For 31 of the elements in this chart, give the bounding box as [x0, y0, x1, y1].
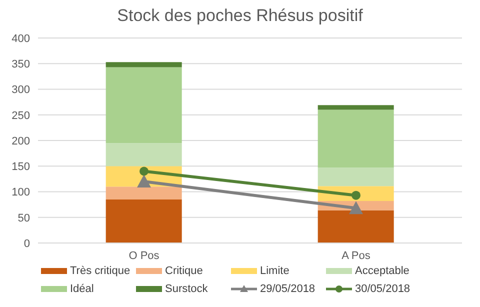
bar: [318, 105, 394, 110]
bar: [106, 143, 182, 166]
x-tick-label: O Pos: [128, 250, 160, 262]
y-tick-label: 300: [12, 84, 30, 96]
y-tick-label: 200: [12, 135, 30, 148]
bar: [318, 168, 394, 186]
y-tick-label: 0: [24, 238, 30, 250]
y-tick-label: 350: [12, 58, 30, 71]
chart-title: Stock des poches Rhésus positif: [116, 5, 364, 27]
bar: [318, 110, 394, 168]
bar: [106, 67, 182, 144]
legend-label: 29/05/2018: [260, 283, 316, 295]
y-tick-label: 250: [12, 110, 30, 122]
legend-label: Idéal: [70, 283, 94, 295]
legend-label: Critique: [165, 265, 203, 277]
y-tick-label: 100: [12, 186, 30, 199]
y-tick-label: 150: [12, 161, 30, 174]
legend-label: Surstock: [165, 283, 208, 295]
legend-label: Acceptable: [355, 265, 410, 277]
bar: [106, 186, 182, 200]
y-tick-label: 50: [18, 212, 30, 224]
point: [140, 166, 148, 176]
legend-label: 30/05/2018: [355, 283, 410, 295]
bar: [106, 62, 182, 68]
y-tick-label: 400: [12, 32, 30, 45]
bar: [318, 210, 394, 243]
bar: [106, 199, 182, 243]
x-tick-label: A Pos: [342, 250, 371, 262]
legend-label: Très critique: [70, 265, 130, 277]
point: [352, 190, 360, 200]
legend-label: Limite: [260, 265, 290, 277]
